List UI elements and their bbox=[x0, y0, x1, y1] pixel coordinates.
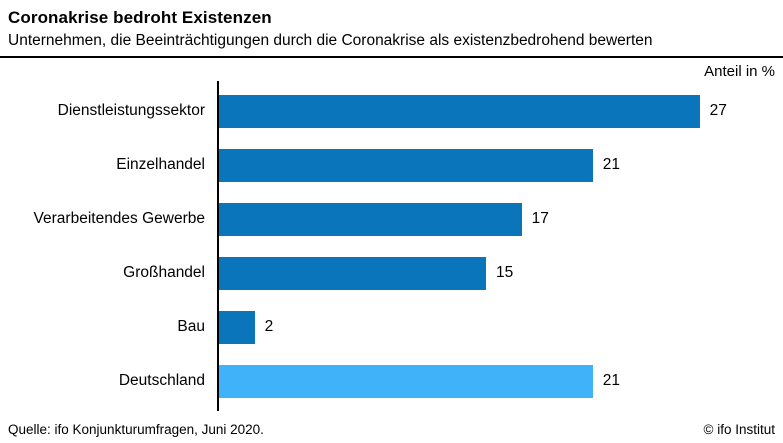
copyright-note: © ifo Institut bbox=[703, 422, 775, 437]
category-label: Bau bbox=[177, 318, 205, 336]
category-label: Dienstleistungssektor bbox=[57, 102, 205, 120]
chart-row: Deutschland 21 bbox=[0, 354, 783, 408]
bar bbox=[219, 148, 593, 182]
chart-row: Einzelhandel 21 bbox=[0, 138, 783, 192]
bar-value-label: 21 bbox=[602, 156, 621, 174]
y-axis-line bbox=[217, 81, 219, 412]
bar bbox=[219, 256, 486, 290]
header-divider-line bbox=[0, 56, 783, 59]
bar bbox=[219, 94, 700, 128]
category-label: Großhandel bbox=[123, 264, 205, 282]
bar bbox=[219, 310, 255, 344]
bar-chart: Dienstleistungssektor 27 Einzelhandel 21… bbox=[0, 81, 783, 412]
bar-value-label: 21 bbox=[602, 372, 621, 390]
bar-value-label: 15 bbox=[496, 264, 514, 282]
chart-row: Großhandel 15 bbox=[0, 246, 783, 300]
bar bbox=[219, 364, 593, 398]
bar-value-label: 27 bbox=[709, 102, 727, 120]
chart-row: Dienstleistungssektor 27 bbox=[0, 84, 783, 138]
axis-unit-label: Anteil in % bbox=[704, 63, 775, 81]
chart-header: Coronakrise bedroht Existenzen Unternehm… bbox=[0, 0, 783, 52]
bar-value-label: 2 bbox=[264, 318, 274, 336]
chart-subtitle: Unternehmen, die Beeinträchtigungen durc… bbox=[8, 32, 653, 49]
bar bbox=[219, 202, 522, 236]
category-label: Deutschland bbox=[118, 372, 205, 390]
chart-row: Verarbeitendes Gewerbe 17 bbox=[0, 192, 783, 246]
category-label: Verarbeitendes Gewerbe bbox=[33, 210, 205, 228]
category-label: Einzelhandel bbox=[116, 156, 205, 174]
page-title: Coronakrise bedroht Existenzen bbox=[8, 8, 272, 27]
bar-value-label: 17 bbox=[531, 210, 549, 228]
chart-row: Bau 2 bbox=[0, 300, 783, 354]
source-note: Quelle: ifo Konjunkturumfragen, Juni 202… bbox=[8, 422, 264, 437]
